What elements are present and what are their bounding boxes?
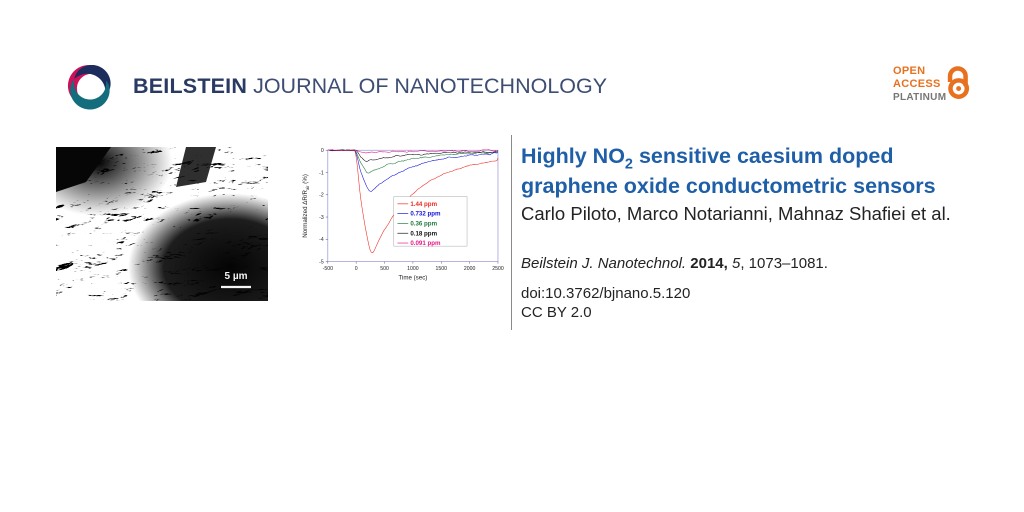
svg-text:-2: -2	[319, 193, 324, 199]
svg-text:-500: -500	[323, 266, 333, 272]
svg-text:-3: -3	[319, 215, 324, 221]
svg-text:2500: 2500	[492, 266, 504, 272]
svg-text:0.091 ppm: 0.091 ppm	[410, 240, 441, 247]
svg-text:5 µm: 5 µm	[225, 271, 248, 282]
svg-text:500: 500	[380, 266, 389, 272]
svg-text:1000: 1000	[407, 266, 419, 272]
svg-text:1.44 ppm: 1.44 ppm	[410, 201, 437, 208]
svg-text:0: 0	[321, 148, 324, 154]
svg-text:2000: 2000	[464, 266, 476, 272]
svg-text:-4: -4	[319, 237, 324, 243]
svg-text:0.18 ppm: 0.18 ppm	[410, 230, 437, 237]
svg-text:1500: 1500	[436, 266, 448, 272]
svg-text:Normalized ΔR/Rair (%): Normalized ΔR/Rair (%)	[302, 174, 310, 238]
svg-text:-5: -5	[319, 259, 324, 265]
svg-text:0: 0	[355, 266, 358, 272]
svg-text:-1: -1	[319, 170, 324, 176]
svg-text:Time (sec): Time (sec)	[398, 275, 427, 282]
svg-text:0.732 ppm: 0.732 ppm	[410, 211, 441, 218]
svg-text:0.36 ppm: 0.36 ppm	[410, 221, 437, 228]
